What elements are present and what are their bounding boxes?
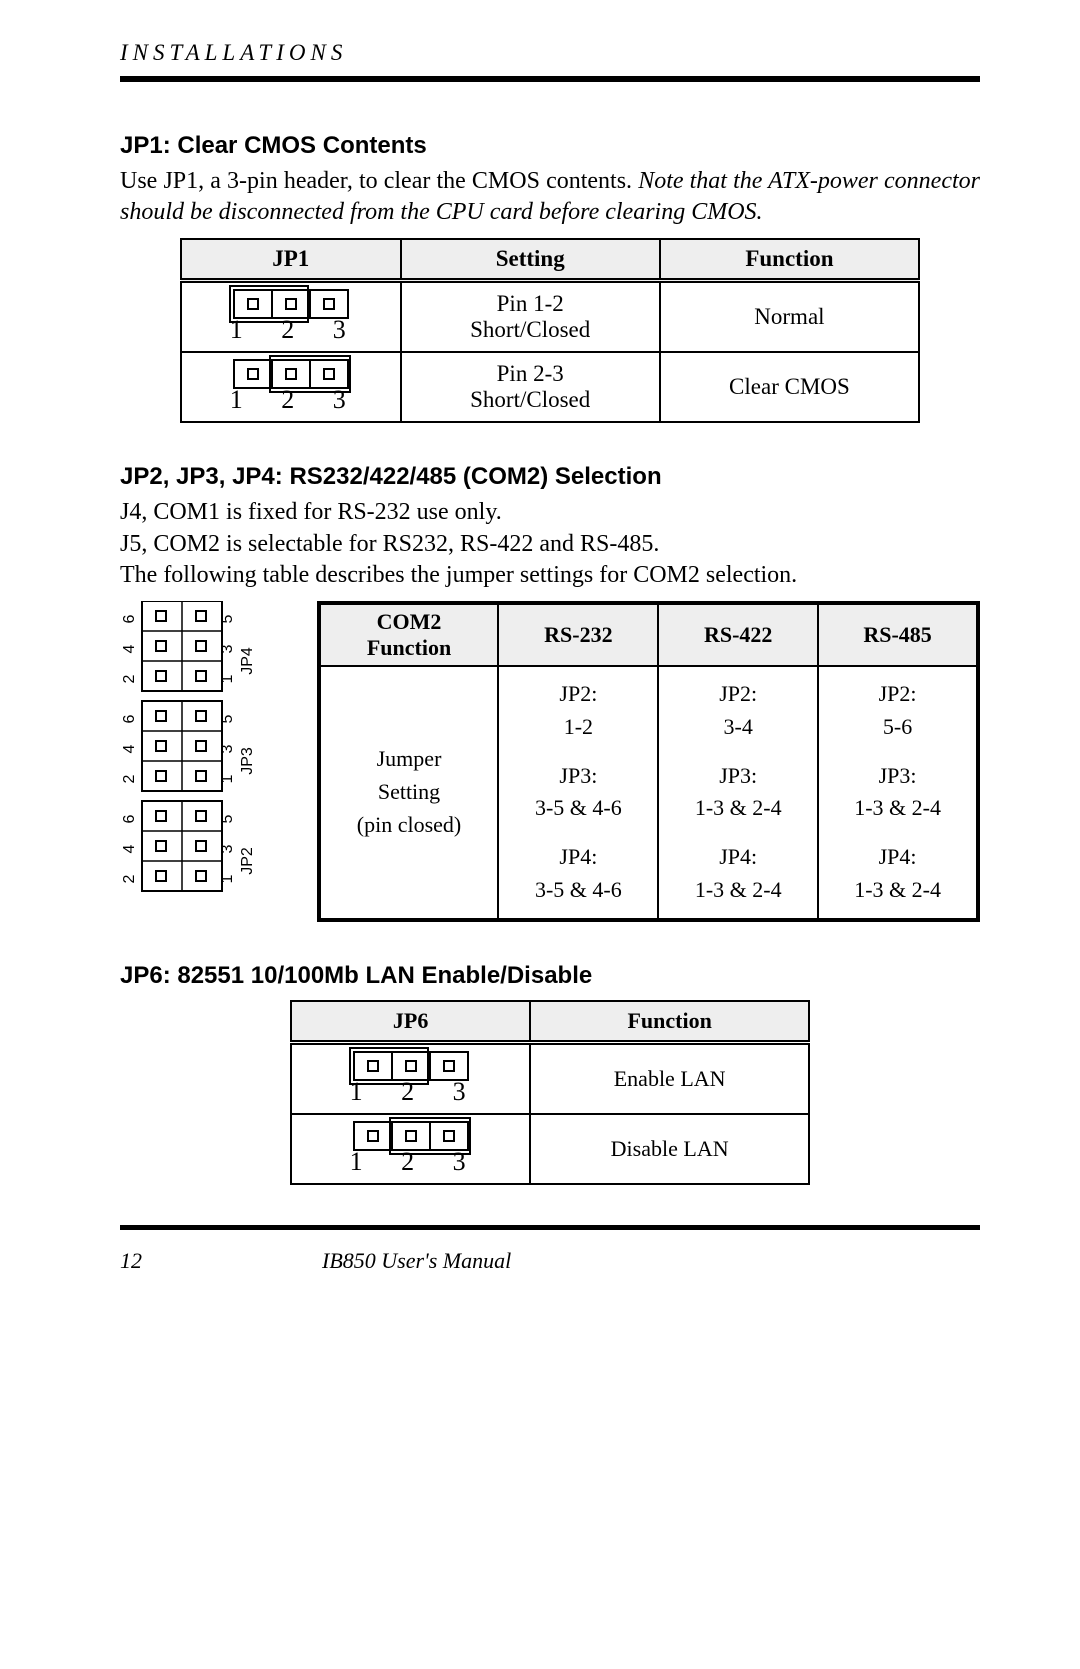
- jp1-func-1: Clear CMOS: [660, 352, 919, 422]
- footer-rule: [120, 1225, 980, 1230]
- com2-th-1: RS-232: [498, 603, 658, 666]
- jp1-table: JP1 Setting Function: [180, 238, 920, 423]
- svg-text:2: 2: [121, 774, 138, 783]
- svg-text:2: 2: [121, 674, 138, 683]
- jp1-diagram-0: 1 2 3: [220, 289, 362, 345]
- svg-text:6: 6: [121, 814, 138, 823]
- com2-jumper-diagram: 6 4 2 5 3 1 JP4 6: [120, 601, 305, 901]
- svg-text:6: 6: [121, 714, 138, 723]
- com2-title: JP2, JP3, JP4: RS232/422/485 (COM2) Sele…: [120, 463, 980, 491]
- jp1-setting-1b: Short/Closed: [414, 387, 647, 413]
- svg-text:2: 2: [121, 874, 138, 883]
- svg-text:JP2: JP2: [239, 847, 256, 875]
- com2-line2: J5, COM2 is selectable for RS232, RS-422…: [120, 529, 980, 560]
- jp6-row-0: 1 2 3 Enable LAN: [291, 1042, 809, 1114]
- jp1-th-2: Function: [660, 239, 919, 281]
- com2-th-2: RS-422: [658, 603, 818, 666]
- com2-table: COM2 Function RS-232 RS-422 RS-485 Jumpe…: [317, 601, 980, 922]
- svg-text:3: 3: [219, 744, 236, 753]
- svg-text:JP4: JP4: [239, 647, 256, 675]
- manual-page: INSTALLATIONS JP1: Clear CMOS Contents U…: [0, 0, 1080, 1669]
- jp6-th-0: JP6: [291, 1001, 530, 1043]
- jp1-intro-plain: Use JP1, a 3-pin header, to clear the CM…: [120, 168, 638, 194]
- section-header: INSTALLATIONS: [120, 40, 980, 66]
- com2-rowlabel: Jumper Setting (pin closed): [319, 666, 499, 920]
- svg-text:3: 3: [219, 644, 236, 653]
- com2-th-0: COM2 Function: [319, 603, 499, 666]
- jp1-setting-1a: Pin 2-3: [414, 361, 647, 387]
- svg-text:1: 1: [219, 674, 236, 683]
- svg-text:1: 1: [219, 874, 236, 883]
- com2-rs422: JP2:3-4 JP3:1-3 & 2-4 JP4:1-3 & 2-4: [658, 666, 818, 920]
- jp1-setting-0b: Short/Closed: [414, 317, 647, 343]
- svg-text:1: 1: [219, 774, 236, 783]
- svg-text:5: 5: [219, 814, 236, 823]
- jp6-diagram-1: 1 2 3: [340, 1121, 482, 1177]
- svg-text:4: 4: [121, 744, 138, 753]
- jp6-func-0: Enable LAN: [530, 1042, 809, 1114]
- svg-text:6: 6: [121, 614, 138, 623]
- svg-text:3: 3: [219, 844, 236, 853]
- jp1-title: JP1: Clear CMOS Contents: [120, 132, 980, 160]
- jp1-diagram-1: 1 2 3: [220, 359, 362, 415]
- com2-rs485: JP2:5-6 JP3:1-3 & 2-4 JP4:1-3 & 2-4: [818, 666, 978, 920]
- jp1-th-0: JP1: [181, 239, 401, 281]
- jp6-func-1: Disable LAN: [530, 1114, 809, 1184]
- jp1-row-1: 1 2 3 Pin 2-3 Short/Closed Clear CMOS: [181, 352, 919, 422]
- com2-block: 6 4 2 5 3 1 JP4 6: [120, 601, 980, 922]
- page-footer: 12 IB850 User's Manual: [120, 1248, 980, 1274]
- jp1-setting-0a: Pin 1-2: [414, 291, 647, 317]
- svg-text:4: 4: [121, 844, 138, 853]
- jp1-intro: Use JP1, a 3-pin header, to clear the CM…: [120, 166, 980, 228]
- jp6-diagram-0: 1 2 3: [340, 1051, 482, 1107]
- page-number: 12: [120, 1248, 142, 1274]
- svg-text:5: 5: [219, 714, 236, 723]
- svg-text:4: 4: [121, 644, 138, 653]
- jp6-row-1: 1 2 3 Disable LAN: [291, 1114, 809, 1184]
- jp6-th-1: Function: [530, 1001, 809, 1043]
- svg-text:5: 5: [219, 614, 236, 623]
- header-rule: [120, 76, 980, 82]
- manual-name: IB850 User's Manual: [322, 1248, 511, 1274]
- com2-line3: The following table describes the jumper…: [120, 560, 980, 591]
- jp1-func-0: Normal: [660, 281, 919, 353]
- svg-text:JP3: JP3: [239, 747, 256, 775]
- com2-rs232: JP2:1-2 JP3:3-5 & 4-6 JP4:3-5 & 4-6: [498, 666, 658, 920]
- com2-th-3: RS-485: [818, 603, 978, 666]
- jp1-row-0: 1 2 3 Pin 1-2 Short/Closed Normal: [181, 281, 919, 353]
- jp1-th-1: Setting: [401, 239, 660, 281]
- com2-line1: J4, COM1 is fixed for RS-232 use only.: [120, 497, 980, 528]
- jp6-title: JP6: 82551 10/100Mb LAN Enable/Disable: [120, 962, 980, 990]
- jp6-table: JP6 Function 1: [290, 1000, 810, 1185]
